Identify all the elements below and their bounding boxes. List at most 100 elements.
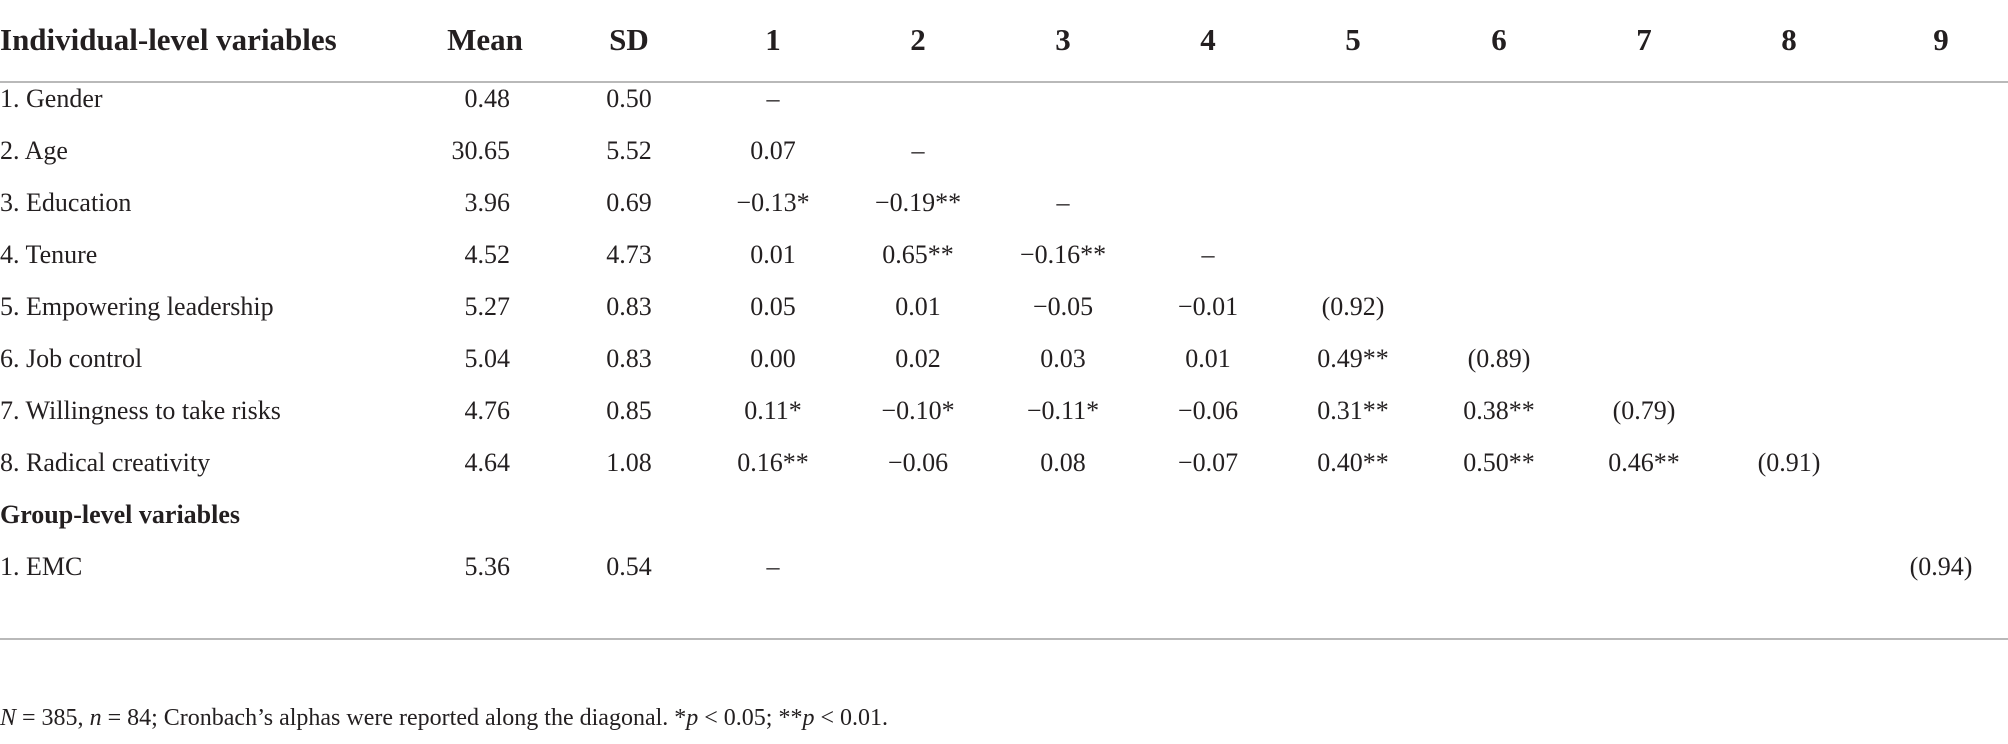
mean-cell: 5.36 bbox=[464, 552, 511, 581]
correlation-cell: 0.65** bbox=[882, 240, 954, 269]
table-row: 1. EMC 5.36 0.54 – (0.94) bbox=[0, 541, 2008, 593]
note-text: = 385, bbox=[16, 705, 90, 731]
column-header: 9 bbox=[1933, 22, 1949, 57]
correlation-cell: – bbox=[766, 84, 780, 113]
correlation-cell: −0.06 bbox=[1177, 396, 1239, 425]
correlation-cell: – bbox=[766, 552, 780, 581]
header-divider bbox=[0, 81, 2008, 83]
sd-cell: 4.73 bbox=[606, 240, 652, 269]
sd-cell: 5.52 bbox=[606, 136, 652, 165]
table-row: 7. Willingness to take risks 4.76 0.85 0.11… bbox=[0, 385, 2008, 437]
table-row: 5. Empowering leadership 5.27 0.83 0.05 0.01… bbox=[0, 281, 2008, 333]
correlation-cell: 0.05 bbox=[750, 292, 796, 321]
column-header: 2 bbox=[910, 22, 926, 57]
table-footnote: N = 385, n = 84; Cronbach’s alphas were … bbox=[0, 698, 888, 738]
correlation-cell: 0.16** bbox=[737, 448, 809, 477]
column-header: Mean bbox=[447, 22, 523, 57]
mean-cell: 4.64 bbox=[464, 448, 511, 477]
row-label: 3. Education bbox=[0, 188, 132, 217]
row-label: 1. Gender bbox=[0, 84, 103, 113]
correlation-cell: – bbox=[1201, 240, 1215, 269]
column-header: SD bbox=[609, 22, 649, 57]
correlation-cell: 0.50** bbox=[1463, 448, 1535, 477]
correlation-cell: – bbox=[911, 136, 925, 165]
correlation-cell: −0.10* bbox=[881, 396, 955, 425]
column-header: 5 bbox=[1345, 22, 1361, 57]
table-row: 4. Tenure 4.52 4.73 0.01 0.65** −0.16** – bbox=[0, 229, 2008, 281]
correlation-cell: (0.89) bbox=[1467, 344, 1531, 373]
correlation-cell: 0.08 bbox=[1040, 448, 1086, 477]
note-n-symbol: n bbox=[89, 705, 102, 731]
column-header: 7 bbox=[1636, 22, 1652, 57]
note-text: < 0.05; ** bbox=[698, 705, 803, 731]
correlation-cell: −0.05 bbox=[1032, 292, 1094, 321]
correlation-cell: −0.19** bbox=[874, 188, 962, 217]
mean-cell: 0.48 bbox=[464, 84, 511, 113]
row-label: 1. EMC bbox=[0, 552, 83, 581]
correlation-cell: 0.38** bbox=[1463, 396, 1535, 425]
note-text: < 0.01. bbox=[814, 705, 889, 731]
row-label: 2. Age bbox=[0, 136, 68, 165]
correlation-cell: 0.11* bbox=[744, 396, 802, 425]
row-label: 7. Willingness to take risks bbox=[0, 396, 281, 425]
row-label: 8. Radical creativity bbox=[0, 448, 211, 477]
column-header: 4 bbox=[1200, 22, 1216, 57]
correlation-cell: 0.01 bbox=[750, 240, 796, 269]
note-text: = 84; Cronbach’s alphas were reported al… bbox=[101, 705, 687, 731]
mean-cell: 5.04 bbox=[464, 344, 511, 373]
column-header: 6 bbox=[1491, 22, 1507, 57]
sd-cell: 0.85 bbox=[606, 396, 652, 425]
correlation-cell: −0.01 bbox=[1177, 292, 1239, 321]
table-row: 2. Age 30.65 5.52 0.07 – bbox=[0, 125, 2008, 177]
mean-cell: 3.96 bbox=[464, 188, 511, 217]
table-row: 3. Education 3.96 0.69 −0.13* −0.19** – bbox=[0, 177, 2008, 229]
correlation-cell: −0.07 bbox=[1177, 448, 1239, 477]
correlation-cell: 0.02 bbox=[895, 344, 941, 373]
sd-cell: 1.08 bbox=[606, 448, 652, 477]
correlation-cell: 0.01 bbox=[1185, 344, 1231, 373]
sd-cell: 0.54 bbox=[606, 552, 652, 581]
correlation-cell: (0.92) bbox=[1321, 292, 1385, 321]
table-header-row: Individual-level variables Mean SD 1 2 3… bbox=[0, 0, 2008, 57]
sd-cell: 0.50 bbox=[606, 84, 652, 113]
correlation-cell: – bbox=[1056, 188, 1070, 217]
correlation-cell: (0.91) bbox=[1757, 448, 1821, 477]
correlation-cell: 0.46** bbox=[1608, 448, 1680, 477]
column-header: 3 bbox=[1055, 22, 1071, 57]
correlation-cell: −0.16** bbox=[1019, 240, 1107, 269]
note-N-symbol: N bbox=[0, 705, 17, 731]
note-p-symbol: p bbox=[686, 705, 699, 731]
correlation-cell: 0.03 bbox=[1040, 344, 1086, 373]
table-bottom-rule bbox=[0, 638, 2008, 640]
correlation-cell: 0.49** bbox=[1317, 344, 1389, 373]
table-row: 8. Radical creativity 4.64 1.08 0.16** −0.06… bbox=[0, 437, 2008, 489]
table-row: 1. Gender 0.48 0.50 – bbox=[0, 73, 2008, 125]
sd-cell: 0.69 bbox=[606, 188, 652, 217]
group-heading: Group-level variables bbox=[0, 500, 241, 529]
sd-cell: 0.83 bbox=[606, 344, 652, 373]
mean-cell: 5.27 bbox=[464, 292, 511, 321]
mean-cell: 30.65 bbox=[451, 136, 511, 165]
correlation-cell: (0.79) bbox=[1612, 396, 1676, 425]
correlation-cell: 0.07 bbox=[750, 136, 796, 165]
correlation-cell: −0.11* bbox=[1026, 396, 1100, 425]
correlation-cell: 0.00 bbox=[750, 344, 796, 373]
mean-cell: 4.76 bbox=[464, 396, 511, 425]
row-label: 6. Job control bbox=[0, 344, 143, 373]
row-label: 4. Tenure bbox=[0, 240, 98, 269]
table-row: 6. Job control 5.04 0.83 0.00 0.02 0.03 0.01 0.… bbox=[0, 333, 2008, 385]
correlation-cell: 0.31** bbox=[1317, 396, 1389, 425]
row-label: 5. Empowering leadership bbox=[0, 292, 274, 321]
column-header: Individual-level variables bbox=[0, 22, 337, 57]
correlation-cell: 0.01 bbox=[895, 292, 941, 321]
correlation-cell: (0.94) bbox=[1909, 552, 1973, 581]
group-heading-row: Group-level variables bbox=[0, 489, 2008, 541]
mean-cell: 4.52 bbox=[464, 240, 511, 269]
sd-cell: 0.83 bbox=[606, 292, 652, 321]
column-header: 8 bbox=[1781, 22, 1797, 57]
correlation-cell: −0.13* bbox=[736, 188, 810, 217]
note-p-symbol: p bbox=[802, 705, 815, 731]
column-header: 1 bbox=[765, 22, 781, 57]
correlation-cell: −0.06 bbox=[887, 448, 949, 477]
correlation-cell: 0.40** bbox=[1317, 448, 1389, 477]
